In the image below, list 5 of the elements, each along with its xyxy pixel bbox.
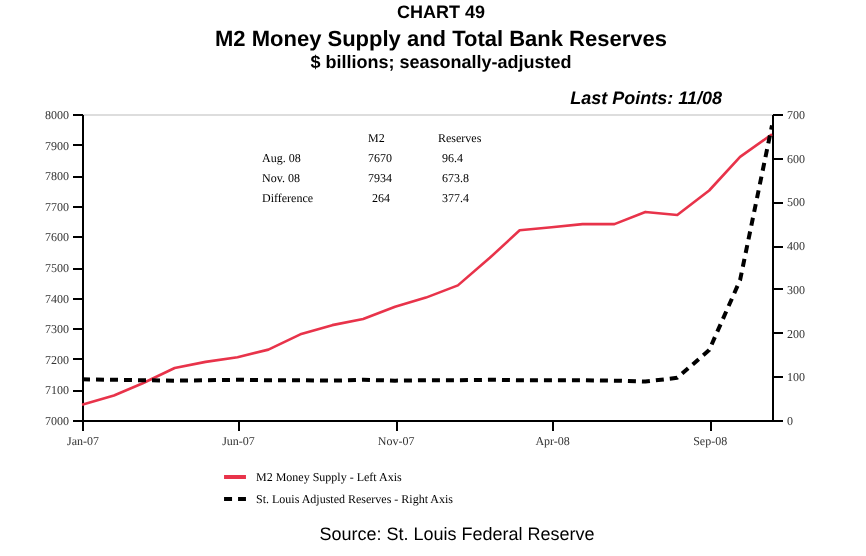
caption: CHART 49 xyxy=(396,2,486,22)
chart-title: M2 Money Supply and Total Bank Reserves xyxy=(215,28,667,52)
chart-subtitle: $ billions; seasonally-adjusted xyxy=(310,52,572,72)
text: Last Points: 11/08 xyxy=(570,88,722,108)
source-note: Source: St. Louis Federal Reserve xyxy=(319,524,595,544)
